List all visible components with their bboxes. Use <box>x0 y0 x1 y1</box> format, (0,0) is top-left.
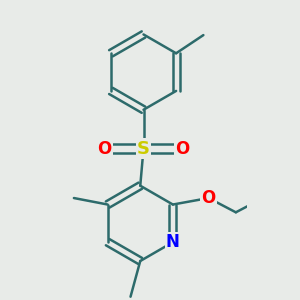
Text: S: S <box>137 140 150 158</box>
Text: O: O <box>201 189 216 207</box>
Text: O: O <box>175 140 190 158</box>
Text: O: O <box>98 140 112 158</box>
Text: N: N <box>166 233 180 251</box>
